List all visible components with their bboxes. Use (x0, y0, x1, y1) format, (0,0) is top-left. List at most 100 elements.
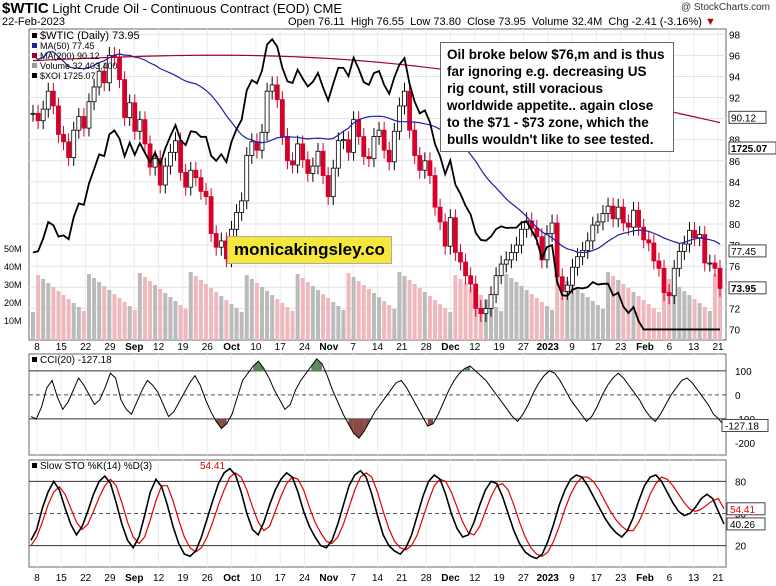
date-label: 19 (177, 342, 189, 353)
volume-bar (214, 292, 219, 340)
date-label-bottom: 17 (591, 573, 603, 584)
volume-bar (81, 311, 86, 340)
volume-bar (265, 291, 270, 340)
candle-body (717, 267, 723, 289)
candle-body (254, 141, 260, 151)
date-label: 17 (591, 342, 603, 353)
legend-entry: MA(200) 90.12 (40, 51, 100, 61)
candle-body (198, 177, 204, 192)
volume-bar (718, 278, 722, 340)
candle-body (188, 169, 194, 188)
candle-body (142, 119, 148, 145)
candle-body (605, 205, 611, 214)
date-label: Oct (223, 342, 240, 353)
candle-body (346, 139, 351, 153)
candle-body (493, 275, 499, 296)
date-label-bottom: 24 (299, 573, 311, 584)
cci-tick-label: -200 (735, 439, 755, 450)
date-label-bottom: 2023 (537, 573, 560, 584)
candle-body (402, 90, 407, 107)
cci-fill-oversold (358, 418, 365, 439)
volume-bar (550, 310, 555, 340)
candle-body (356, 119, 362, 137)
volume-bar (305, 282, 310, 340)
volume-tick-label: 40M (4, 262, 22, 272)
volume-bar (142, 277, 147, 340)
legend-swatch (32, 53, 37, 58)
volume-bar (682, 291, 687, 340)
candle-body (600, 213, 606, 223)
volume-bar (697, 303, 702, 340)
volume-bar (183, 309, 188, 340)
date-label-bottom: Feb (636, 573, 654, 584)
volume-bar (438, 304, 443, 340)
candle-body (432, 175, 438, 208)
sto-k-tag-box (726, 517, 766, 531)
cci-tag-box (721, 418, 769, 432)
candle-body (610, 205, 616, 220)
date-label-bottom: 19 (177, 573, 189, 584)
ma50-line (32, 51, 721, 254)
date-label: 19 (494, 342, 506, 353)
volume-bar (137, 273, 142, 340)
close-tag: 73.95 (731, 284, 756, 295)
volume-bar (595, 305, 600, 340)
volume-bar (575, 289, 580, 340)
volume-tick-label: 30M (4, 280, 22, 290)
date-label: 29 (104, 342, 116, 353)
candle-body (274, 84, 280, 101)
candle-body (641, 226, 647, 241)
volume-bar (453, 275, 458, 340)
candle-body (50, 90, 56, 107)
volume-bar (606, 272, 611, 340)
price-tick-label: 86 (729, 157, 741, 168)
volume-bar (489, 303, 493, 340)
sto-tick-label: 80 (735, 477, 747, 488)
candle-body (442, 221, 448, 247)
date-label-bottom: 19 (494, 573, 506, 584)
exchange: CME (313, 1, 343, 16)
candle-body (167, 151, 173, 167)
date-label-bottom: 8 (34, 573, 40, 584)
volume-bar (519, 286, 524, 340)
candle-body (71, 129, 77, 159)
date-label-bottom: 21 (396, 573, 408, 584)
candle-body (279, 99, 285, 137)
legend-entry: $XOI 1725.07 (40, 71, 96, 81)
volume-bar (148, 281, 153, 340)
candle-body (498, 263, 504, 277)
volume-bar (234, 308, 239, 340)
candle-body (193, 169, 199, 179)
sto-tick-label: 20 (735, 542, 747, 553)
volume-bar (56, 291, 61, 340)
date-label: 28 (421, 342, 433, 353)
volume-bar (300, 278, 305, 340)
volume-label: Volume (531, 16, 569, 28)
candle-body (295, 143, 301, 166)
candle-body (458, 252, 463, 263)
volume-bar (188, 272, 193, 340)
volume-bar (254, 283, 259, 340)
candle-body (290, 160, 295, 166)
volume-bar (677, 287, 682, 340)
candle-body (162, 165, 168, 186)
candle-body (585, 240, 591, 251)
candle-body (676, 251, 682, 269)
date-label: 12 (469, 342, 481, 353)
volume-bar (514, 282, 519, 340)
cci-fill-overbought (253, 361, 259, 371)
volume-bar (260, 287, 264, 340)
candle-body (381, 129, 387, 151)
candle-body (564, 284, 570, 292)
date-label: 6 (667, 342, 673, 353)
candle-body (595, 221, 601, 226)
price-tick-label: 80 (729, 220, 741, 231)
volume-bar (280, 303, 285, 340)
cci-legend: CCI(20) -127.18 (40, 355, 112, 366)
date-label: 7 (350, 342, 356, 353)
candle-body (310, 165, 316, 174)
cci-line (30, 358, 725, 439)
price-tick-label: 84 (729, 178, 741, 189)
cci-fill-oversold (348, 418, 354, 434)
candle-body (101, 70, 107, 84)
